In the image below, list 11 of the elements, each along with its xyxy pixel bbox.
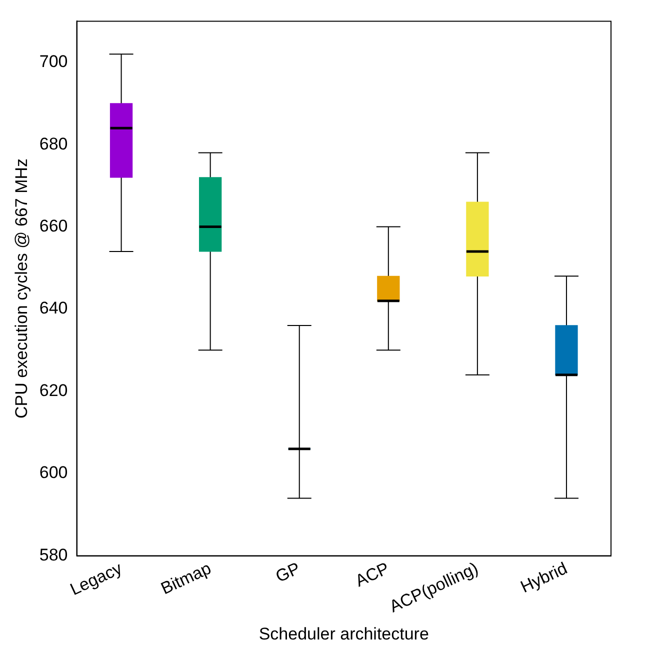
- y-tick-label: 600: [39, 463, 68, 482]
- y-tick-label: 640: [39, 298, 68, 318]
- x-tick-label: ACP: [352, 558, 392, 591]
- y-tick-label: 620: [39, 380, 68, 400]
- y-tick-label: 680: [39, 134, 68, 154]
- y-tick-label: 580: [39, 545, 68, 564]
- y-tick-label: 660: [39, 216, 68, 236]
- y-tick-label: 700: [39, 52, 68, 72]
- x-axis-title: Scheduler architecture: [258, 624, 429, 644]
- x-tick-label: GP: [272, 558, 304, 586]
- y-axis-title: CPU execution cycles @ 667 MHz: [12, 158, 31, 419]
